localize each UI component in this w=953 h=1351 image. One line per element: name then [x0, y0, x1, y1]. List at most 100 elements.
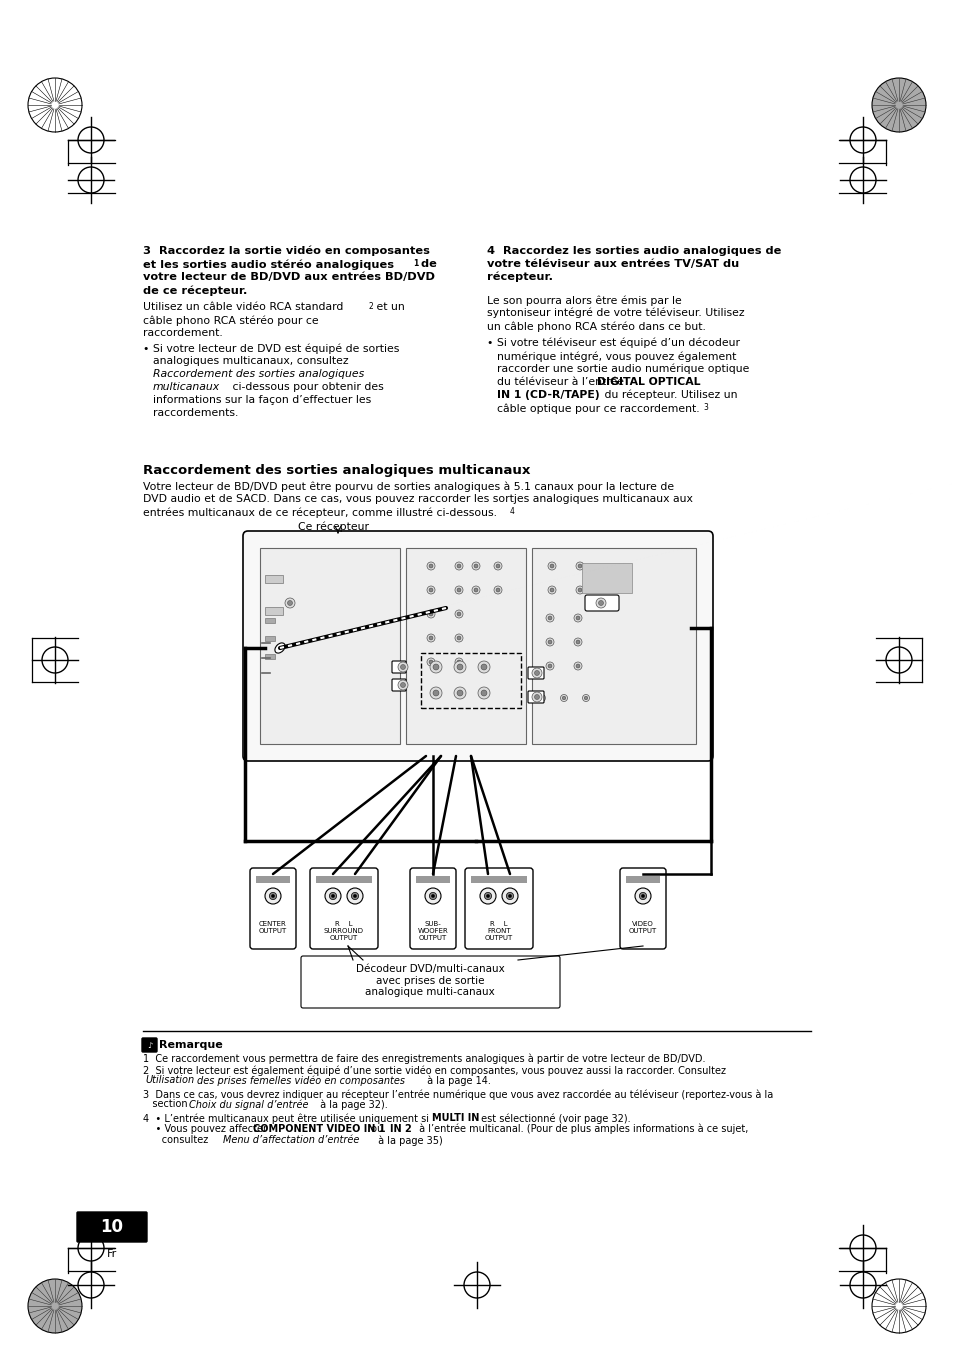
Circle shape: [397, 662, 408, 671]
Circle shape: [287, 600, 293, 605]
Text: DIGITAL OPTICAL: DIGITAL OPTICAL: [597, 377, 700, 386]
FancyBboxPatch shape: [464, 867, 533, 948]
Circle shape: [331, 894, 335, 897]
Circle shape: [455, 562, 462, 570]
Circle shape: [472, 562, 479, 570]
Circle shape: [455, 586, 462, 594]
Text: 3: 3: [702, 403, 707, 412]
Text: à la page 32).: à la page 32).: [316, 1098, 387, 1109]
Circle shape: [427, 634, 435, 642]
Text: IN 1 (CD-R/TAPE): IN 1 (CD-R/TAPE): [497, 390, 599, 400]
Circle shape: [455, 658, 462, 666]
FancyBboxPatch shape: [392, 661, 406, 673]
Circle shape: [429, 661, 433, 663]
FancyBboxPatch shape: [77, 1212, 147, 1242]
Circle shape: [456, 663, 462, 670]
Text: du téléviseur à l’entrée: du téléviseur à l’entrée: [497, 377, 627, 386]
Circle shape: [474, 588, 477, 592]
Circle shape: [455, 634, 462, 642]
Circle shape: [400, 665, 405, 670]
Text: 2: 2: [369, 303, 374, 311]
Text: Fr: Fr: [107, 1250, 117, 1259]
Text: à la page 14.: à la page 14.: [423, 1075, 491, 1085]
Text: • Si votre lecteur de DVD est équipé de sorties: • Si votre lecteur de DVD est équipé de …: [143, 343, 399, 354]
Circle shape: [871, 1279, 925, 1333]
Circle shape: [576, 640, 579, 644]
Circle shape: [433, 690, 438, 696]
Text: R    L
FRONT
OUTPUT: R L FRONT OUTPUT: [484, 921, 513, 942]
Text: 4  • L’entrée multicanaux peut être utilisée uniquement si: 4 • L’entrée multicanaux peut être utili…: [143, 1113, 432, 1124]
Text: COMPONENT VIDEO IN 1: COMPONENT VIDEO IN 1: [253, 1124, 385, 1133]
Text: de: de: [416, 259, 436, 269]
Text: du récepteur. Utilisez un: du récepteur. Utilisez un: [600, 390, 737, 400]
Circle shape: [494, 562, 501, 570]
FancyBboxPatch shape: [584, 594, 618, 611]
Bar: [406, 549, 525, 744]
Circle shape: [474, 563, 477, 567]
Circle shape: [583, 696, 587, 700]
Text: récepteur.: récepteur.: [486, 272, 553, 282]
Circle shape: [574, 613, 581, 621]
Bar: [265, 617, 274, 623]
FancyBboxPatch shape: [527, 690, 543, 703]
Circle shape: [576, 586, 583, 594]
Circle shape: [545, 638, 554, 646]
Circle shape: [598, 600, 603, 605]
Text: 1: 1: [413, 259, 417, 267]
Circle shape: [430, 688, 441, 698]
Circle shape: [427, 658, 435, 666]
Ellipse shape: [274, 643, 285, 653]
Circle shape: [479, 888, 496, 904]
Circle shape: [871, 78, 925, 132]
Circle shape: [545, 613, 554, 621]
Text: Le son pourra alors être émis par le: Le son pourra alors être émis par le: [486, 295, 681, 305]
Text: câble phono RCA stéréo pour ce: câble phono RCA stéréo pour ce: [143, 315, 318, 326]
Text: syntoniseur intégré de votre téléviseur. Utilisez: syntoniseur intégré de votre téléviseur.…: [486, 308, 744, 319]
Text: 1  Ce raccordement vous permettra de faire des enregistrements analogiques à par: 1 Ce raccordement vous permettra de fair…: [143, 1052, 705, 1063]
Text: ci-dessous pour obtenir des: ci-dessous pour obtenir des: [229, 382, 383, 392]
Text: et un: et un: [373, 303, 404, 312]
Circle shape: [353, 894, 356, 897]
Text: Utilisation: Utilisation: [145, 1075, 193, 1085]
Circle shape: [472, 586, 479, 594]
Circle shape: [547, 616, 552, 620]
Circle shape: [547, 586, 556, 594]
Circle shape: [430, 661, 441, 673]
Circle shape: [596, 598, 605, 608]
Circle shape: [28, 1279, 82, 1333]
Text: de ce récepteur.: de ce récepteur.: [143, 285, 247, 296]
FancyBboxPatch shape: [527, 667, 543, 680]
Bar: [315, 875, 372, 884]
Circle shape: [28, 78, 82, 132]
Circle shape: [501, 888, 517, 904]
Text: des prises femelles vidéo en composantes: des prises femelles vidéo en composantes: [196, 1075, 405, 1085]
Circle shape: [506, 893, 513, 900]
Text: raccordements.: raccordements.: [152, 408, 238, 417]
Circle shape: [561, 696, 565, 700]
Circle shape: [640, 894, 644, 897]
Text: votre téléviseur aux entrées TV/SAT du: votre téléviseur aux entrées TV/SAT du: [486, 259, 739, 269]
Text: 10: 10: [100, 1219, 123, 1236]
Circle shape: [484, 893, 491, 900]
Circle shape: [537, 694, 545, 701]
Circle shape: [400, 682, 405, 688]
Circle shape: [496, 563, 499, 567]
FancyBboxPatch shape: [619, 867, 665, 948]
FancyBboxPatch shape: [410, 867, 456, 948]
Text: Raccordement des sorties analogiques multicanaux: Raccordement des sorties analogiques mul…: [143, 463, 530, 477]
Circle shape: [456, 588, 460, 592]
Circle shape: [427, 562, 435, 570]
Bar: [255, 875, 290, 884]
Circle shape: [431, 894, 435, 897]
Circle shape: [635, 888, 650, 904]
Circle shape: [534, 694, 539, 700]
Bar: [265, 576, 283, 584]
Circle shape: [456, 612, 460, 616]
Circle shape: [576, 616, 579, 620]
Circle shape: [550, 588, 554, 592]
Text: 4  Raccordez les sorties audio analogiques de: 4 Raccordez les sorties audio analogique…: [486, 246, 781, 255]
Text: Utilisez un câble vidéo RCA standard: Utilisez un câble vidéo RCA standard: [143, 303, 343, 312]
Text: raccordement.: raccordement.: [143, 328, 222, 338]
Bar: [260, 549, 399, 744]
Circle shape: [455, 611, 462, 617]
